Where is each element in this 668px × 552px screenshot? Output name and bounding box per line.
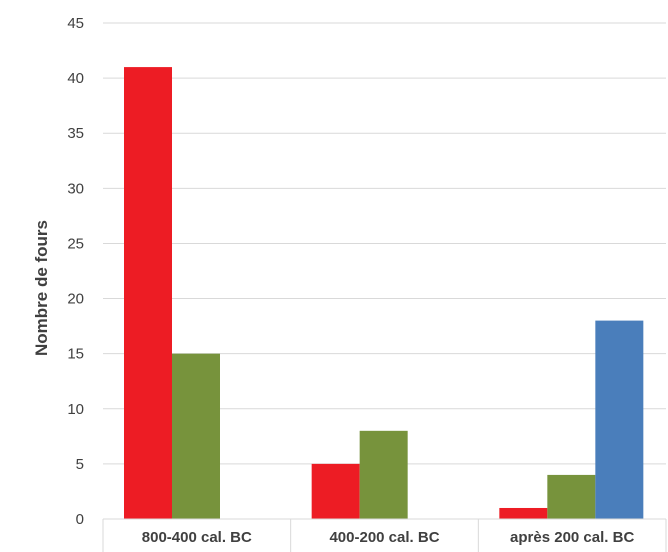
y-tick-label: 35 [67, 125, 84, 142]
bar [547, 474, 596, 519]
y-tick-label: 0 [76, 511, 84, 528]
y-tick-label: 10 [67, 401, 84, 418]
x-tick-label: 400-200 cal. BC [329, 529, 439, 546]
x-tick-label: après 200 cal. BC [510, 529, 634, 546]
y-tick-label: 45 [67, 15, 84, 32]
y-tick-label: 40 [67, 70, 84, 87]
y-tick-label: 25 [67, 235, 84, 252]
bars [124, 67, 644, 519]
bar [359, 430, 408, 519]
bar [311, 463, 360, 519]
y-tick-label: 5 [76, 456, 84, 473]
y-tick-label: 30 [67, 180, 84, 197]
bar [172, 353, 220, 519]
y-tick-label: 20 [67, 291, 84, 308]
bar [595, 320, 644, 519]
y-tick-label: 15 [67, 346, 84, 363]
x-axis: 800-400 cal. BC 400-200 cal. BC après 200 … [102, 518, 667, 552]
bar [124, 67, 172, 519]
bar [499, 507, 548, 519]
x-tick-label: 800-400 cal. BC [142, 529, 252, 546]
y-axis-label: Nombre de fours [32, 220, 51, 356]
y-axis-ticks: 0 5 10 15 20 25 30 35 40 45 [67, 15, 84, 528]
